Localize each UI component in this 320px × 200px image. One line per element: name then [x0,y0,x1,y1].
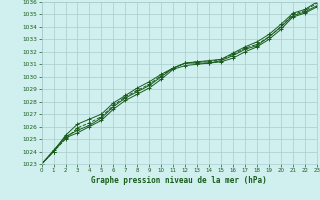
X-axis label: Graphe pression niveau de la mer (hPa): Graphe pression niveau de la mer (hPa) [91,176,267,185]
